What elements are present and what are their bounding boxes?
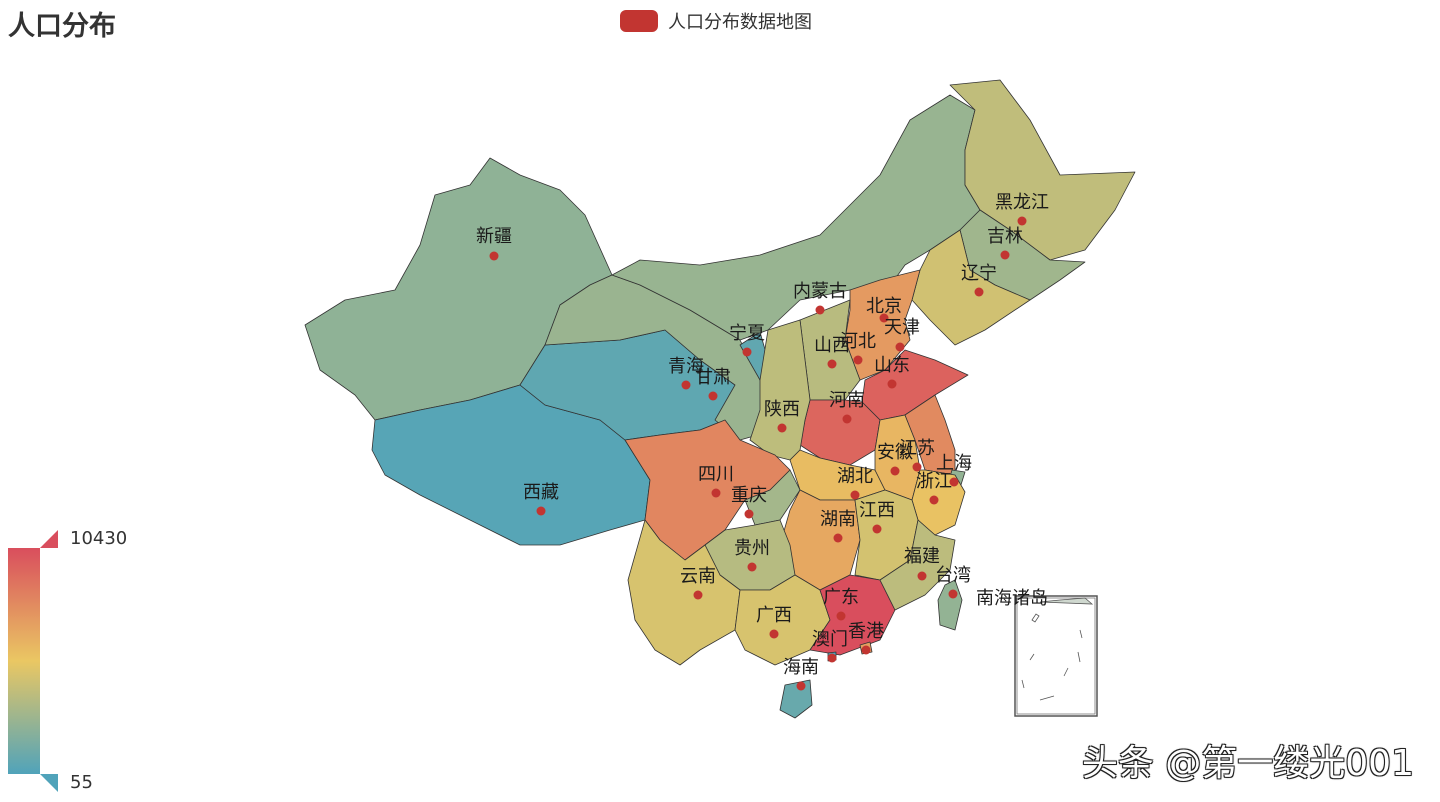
- marker-江苏[interactable]: [912, 462, 922, 472]
- province-label: 上海: [936, 453, 972, 474]
- province-label: 香港: [848, 621, 884, 642]
- marker-福建[interactable]: [917, 571, 927, 581]
- province-label: 黑龙江: [995, 192, 1049, 213]
- visual-map-max-label: 10430: [70, 528, 128, 549]
- marker-贵州[interactable]: [747, 562, 757, 572]
- marker-黑龙江[interactable]: [1017, 216, 1027, 226]
- marker-海南[interactable]: [796, 681, 806, 691]
- province-陕西[interactable]: [749, 319, 811, 461]
- province-label: 四川: [698, 464, 734, 485]
- visual-map-min-label: 55: [70, 772, 93, 793]
- province-label: 新疆: [476, 226, 512, 247]
- visual-map-min-handle[interactable]: [40, 774, 58, 792]
- marker-宁夏[interactable]: [742, 347, 752, 357]
- marker-内蒙古[interactable]: [815, 305, 825, 315]
- province-台湾[interactable]: [937, 579, 963, 631]
- marker-西藏[interactable]: [536, 506, 546, 516]
- legend-item[interactable]: 人口分布数据地图: [620, 8, 812, 34]
- marker-广东[interactable]: [836, 611, 846, 621]
- watermark: 头条 @第一缕光001: [1081, 743, 1414, 784]
- marker-陕西[interactable]: [777, 423, 787, 433]
- inset-label: 南海诸岛: [976, 588, 1048, 609]
- visual-map[interactable]: 10430 55: [8, 528, 138, 798]
- province-label: 湖北: [837, 466, 873, 487]
- province-label: 吉林: [987, 226, 1023, 247]
- marker-湖南[interactable]: [833, 533, 843, 543]
- marker-香港[interactable]: [861, 645, 871, 655]
- legend-swatch: [620, 10, 658, 32]
- province-label: 云南: [680, 566, 716, 587]
- visual-map-bar[interactable]: [8, 528, 68, 798]
- province-label: 山东: [874, 355, 910, 376]
- province-label: 河南: [829, 390, 865, 411]
- province-label: 西藏: [523, 482, 559, 503]
- province-label: 贵州: [734, 538, 770, 559]
- marker-澳门[interactable]: [827, 653, 837, 663]
- province-label: 浙江: [916, 471, 952, 492]
- south-china-sea-inset: 南海诸岛: [976, 588, 1098, 717]
- province-label: 台湾: [935, 565, 971, 586]
- province-label: 青海: [668, 356, 704, 377]
- marker-天津[interactable]: [895, 342, 905, 352]
- province-label: 宁夏: [729, 323, 765, 344]
- province-label: 山西: [814, 335, 850, 356]
- province-河北[interactable]: [844, 269, 921, 381]
- province-广东[interactable]: [809, 574, 896, 656]
- marker-山西[interactable]: [827, 359, 837, 369]
- marker-青海[interactable]: [681, 380, 691, 390]
- marker-上海[interactable]: [949, 477, 959, 487]
- marker-北京[interactable]: [879, 313, 889, 323]
- marker-江西[interactable]: [872, 524, 882, 534]
- province-江苏[interactable]: [904, 394, 956, 476]
- province-label: 广西: [756, 605, 792, 626]
- marker-四川[interactable]: [711, 488, 721, 498]
- province-label: 广东: [823, 587, 859, 608]
- province-label: 天津: [884, 317, 920, 338]
- visual-map-max-handle[interactable]: [40, 530, 58, 548]
- province-label: 重庆: [731, 485, 767, 506]
- legend-label: 人口分布数据地图: [668, 12, 812, 33]
- province-label: 北京: [866, 296, 902, 317]
- province-label: 甘肃: [695, 367, 731, 388]
- marker-新疆[interactable]: [489, 251, 499, 261]
- province-label: 河北: [840, 331, 876, 352]
- marker-甘肃[interactable]: [708, 391, 718, 401]
- marker-吉林[interactable]: [1000, 250, 1010, 260]
- marker-安徽[interactable]: [890, 466, 900, 476]
- marker-重庆[interactable]: [744, 509, 754, 519]
- province-label: 福建: [904, 546, 940, 567]
- province-label: 湖南: [820, 509, 856, 530]
- province-海南[interactable]: [779, 679, 813, 719]
- marker-山东[interactable]: [887, 379, 897, 389]
- marker-湖北[interactable]: [850, 490, 860, 500]
- province-label: 江西: [859, 500, 895, 521]
- page-title: 人口分布: [8, 11, 116, 42]
- marker-辽宁[interactable]: [974, 287, 984, 297]
- province-label: 安徽: [877, 442, 913, 463]
- province-label: 澳门: [812, 629, 848, 650]
- province-福建[interactable]: [879, 519, 956, 611]
- province-label: 海南: [783, 657, 819, 678]
- province-label: 辽宁: [961, 263, 997, 284]
- province-label: 内蒙古: [793, 281, 847, 302]
- province-label: 江苏: [899, 438, 935, 459]
- marker-台湾[interactable]: [948, 589, 958, 599]
- marker-浙江[interactable]: [929, 495, 939, 505]
- province-黑龙江[interactable]: [949, 79, 1136, 261]
- marker-广西[interactable]: [769, 629, 779, 639]
- marker-云南[interactable]: [693, 590, 703, 600]
- marker-河北[interactable]: [853, 355, 863, 365]
- marker-河南[interactable]: [842, 414, 852, 424]
- province-label: 陕西: [764, 399, 800, 420]
